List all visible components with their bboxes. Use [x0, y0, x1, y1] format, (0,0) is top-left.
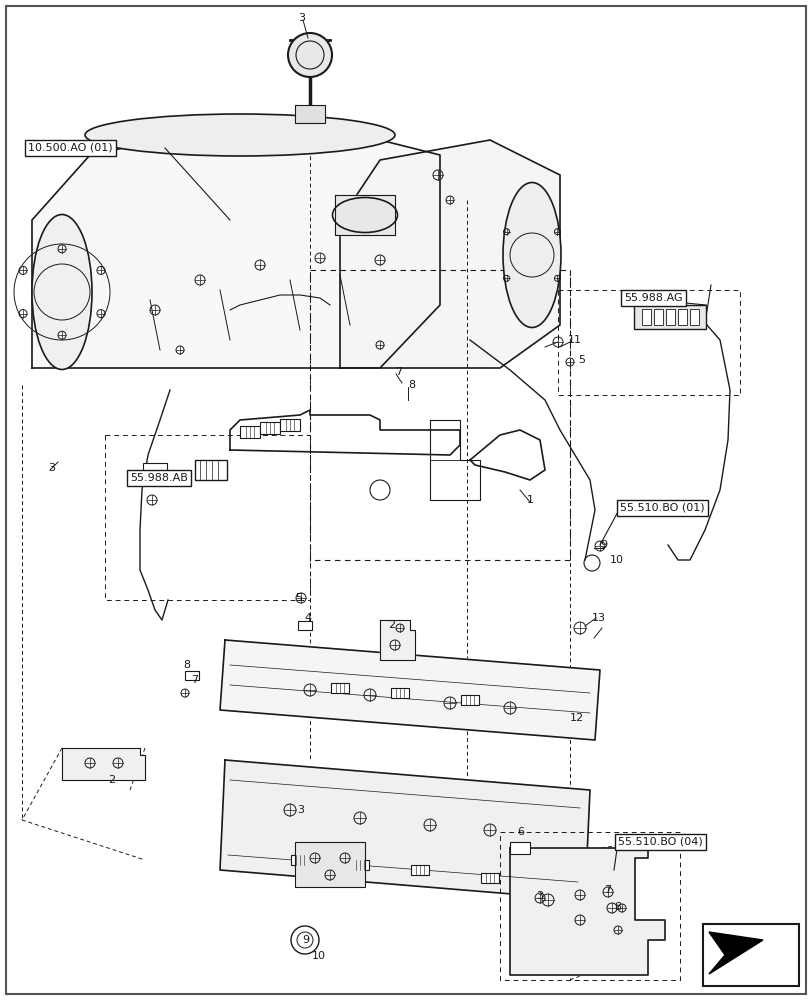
Text: 13: 13: [591, 613, 605, 623]
Bar: [294, 842, 365, 887]
Text: 7: 7: [603, 885, 611, 895]
Polygon shape: [708, 932, 762, 974]
Text: 9: 9: [599, 540, 607, 550]
Text: 7: 7: [191, 675, 198, 685]
Text: 7: 7: [394, 367, 401, 377]
Bar: [702, 924, 798, 986]
Bar: [290, 855, 309, 865]
Text: 6: 6: [517, 827, 523, 837]
Text: 8: 8: [182, 660, 190, 670]
Bar: [143, 463, 167, 477]
Text: 8: 8: [407, 380, 414, 390]
Bar: [350, 860, 368, 870]
Bar: [653, 309, 663, 325]
Bar: [642, 309, 650, 325]
Polygon shape: [32, 115, 440, 368]
Polygon shape: [335, 195, 394, 235]
Text: 10: 10: [311, 951, 325, 961]
Text: 3: 3: [297, 805, 303, 815]
Bar: [294, 105, 324, 123]
Text: 55.510.BO (04): 55.510.BO (04): [617, 837, 702, 847]
Bar: [298, 621, 311, 630]
Polygon shape: [509, 848, 664, 975]
Text: 55.510.BO (01): 55.510.BO (01): [620, 503, 704, 513]
Bar: [331, 683, 349, 693]
Text: 2: 2: [388, 620, 395, 630]
Bar: [665, 309, 674, 325]
Text: 12: 12: [569, 713, 583, 723]
Polygon shape: [380, 620, 414, 660]
Bar: [689, 309, 698, 325]
Bar: [461, 695, 478, 705]
Bar: [240, 426, 260, 438]
Text: 2: 2: [108, 775, 115, 785]
Text: 9: 9: [302, 935, 309, 945]
Text: 3: 3: [535, 891, 543, 901]
Text: 3: 3: [48, 463, 55, 473]
Text: 5: 5: [577, 355, 584, 365]
Bar: [410, 865, 428, 875]
Bar: [280, 419, 299, 431]
Bar: [195, 460, 227, 480]
Polygon shape: [220, 640, 599, 740]
Bar: [185, 671, 199, 680]
Text: 8: 8: [613, 902, 620, 912]
Text: 10: 10: [609, 555, 623, 565]
Text: 55.988.AB: 55.988.AB: [130, 473, 187, 483]
Ellipse shape: [85, 114, 394, 156]
Ellipse shape: [32, 215, 92, 369]
Text: 5: 5: [294, 593, 302, 603]
Polygon shape: [340, 140, 560, 368]
Ellipse shape: [502, 182, 560, 328]
Bar: [480, 873, 499, 883]
Polygon shape: [62, 748, 145, 780]
Circle shape: [288, 33, 332, 77]
Bar: [391, 688, 409, 698]
Polygon shape: [220, 760, 590, 900]
Bar: [509, 842, 530, 854]
Bar: [633, 305, 705, 329]
Text: 55.988.AG: 55.988.AG: [623, 293, 682, 303]
Text: 1: 1: [526, 495, 534, 505]
Text: 4: 4: [303, 613, 311, 623]
Text: 3: 3: [298, 13, 305, 23]
Bar: [260, 422, 280, 434]
Bar: [677, 309, 686, 325]
Text: 10.500.AO (01): 10.500.AO (01): [28, 143, 113, 153]
Text: 11: 11: [568, 335, 581, 345]
